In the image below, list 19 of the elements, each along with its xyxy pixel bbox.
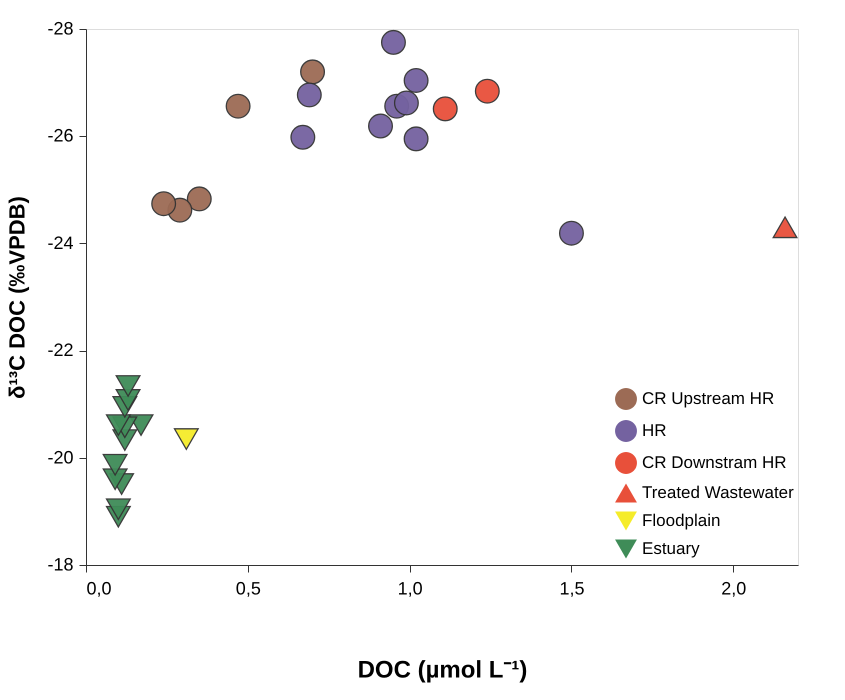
y-tick-label: -28: [47, 18, 74, 38]
x-tick-label: 2,0: [721, 578, 746, 598]
legend-label: HR: [642, 421, 667, 440]
x-tick-label: 0,0: [86, 578, 112, 598]
legend-label: CR Upstream HR: [642, 389, 774, 408]
y-tick-label: -24: [47, 232, 74, 253]
y-axis-title: δ¹³C DOC (‰VPDB): [4, 196, 30, 399]
legend-label: Estuary: [642, 539, 700, 558]
x-tick-label: 0,5: [236, 578, 261, 598]
y-tick-label: -18: [47, 554, 74, 574]
y-tick-label: -20: [47, 447, 74, 468]
x-tick-label: 1,5: [559, 578, 584, 598]
x-tick-label: 1,0: [398, 578, 423, 598]
x-axis-title: DOC (µmol L⁻¹): [358, 656, 528, 684]
legend-label: Treated Wastewater: [642, 483, 794, 502]
y-tick-label: -26: [47, 126, 74, 146]
legend-label: CR Downstram HR: [642, 453, 787, 472]
y-tick-label: -22: [47, 340, 74, 360]
legend-label: Floodplain: [642, 511, 720, 530]
